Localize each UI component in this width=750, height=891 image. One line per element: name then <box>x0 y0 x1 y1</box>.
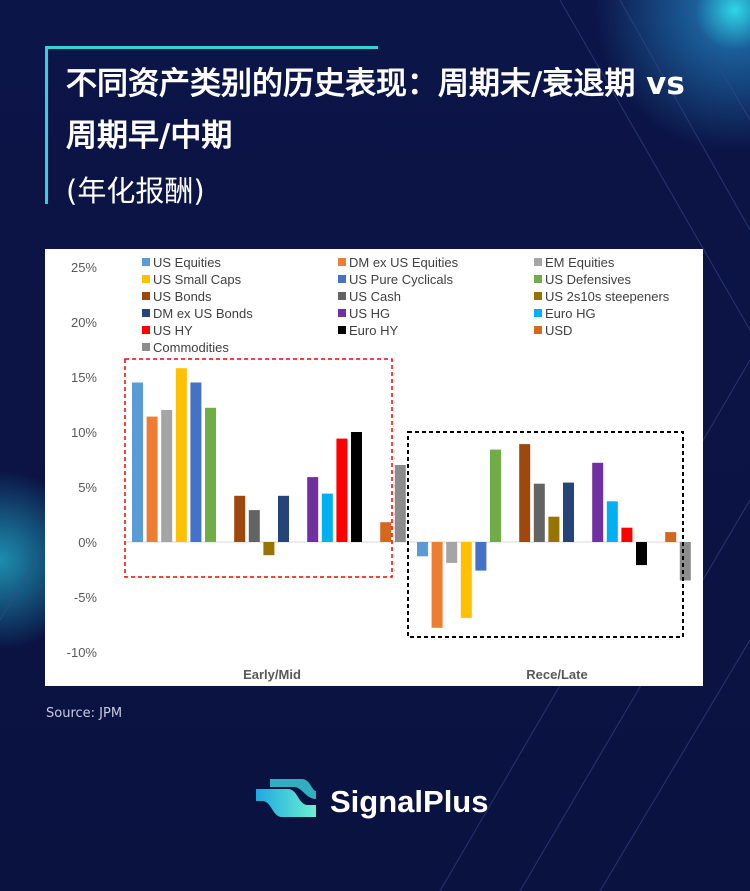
legend-label: US Bonds <box>153 289 212 304</box>
legend-label: US HY <box>153 323 193 338</box>
legend-swatch <box>534 258 542 266</box>
bar-us-defensives <box>205 407 216 542</box>
legend-swatch <box>142 258 150 266</box>
bar-us-defensives <box>490 449 501 542</box>
legend-swatch <box>534 292 542 300</box>
legend-swatch <box>142 292 150 300</box>
legend-swatch <box>142 326 150 334</box>
legend-swatch <box>338 309 346 317</box>
bar-dm-ex-us-equities <box>146 416 158 542</box>
bar-us-equities <box>132 382 143 542</box>
bar-us-cash <box>248 510 260 542</box>
legend-label: Euro HY <box>349 323 398 338</box>
bar-us-hg <box>307 477 319 542</box>
y-tick-label: -10% <box>67 645 98 660</box>
source-note: Source: JPM <box>46 706 123 721</box>
title-frame-top <box>45 46 378 49</box>
bar-chart: -10% -5% 0% 5% 10% 15% 20% 25% US Equities DM ex … <box>67 255 691 682</box>
signalplus-logo-icon <box>256 779 316 817</box>
bar-us-hy <box>336 438 348 542</box>
bar-euro-hg <box>321 493 333 542</box>
legend-label: Commodities <box>153 340 229 355</box>
y-tick-label: 15% <box>71 370 97 385</box>
bar-us-hy <box>621 527 633 542</box>
bar-us-2s10s-steepeners <box>263 542 275 556</box>
legend-swatch <box>338 292 346 300</box>
brand-name: SignalPlus <box>330 784 489 819</box>
bar-us-2s10s-steepeners <box>548 516 560 542</box>
bar-dm-ex-us-bonds <box>278 495 289 542</box>
legend-swatch <box>338 326 346 334</box>
legend-label: US HG <box>349 306 390 321</box>
bar-dm-ex-us-bonds <box>563 482 574 542</box>
legend-label: EM Equities <box>545 255 615 270</box>
page-title: 不同资产类别的历史表现：周期末/衰退期 vs 周期早/中期 <box>66 66 685 154</box>
bar-em-equities <box>446 542 458 563</box>
title-frame-left <box>45 46 48 204</box>
bar-euro-hg <box>606 501 618 542</box>
bar-us-equities <box>417 542 428 557</box>
legend-label: USD <box>545 323 572 338</box>
bar-usd <box>665 532 677 542</box>
legend-label: US Cash <box>349 289 401 304</box>
bar-us-bonds <box>519 444 531 542</box>
bar-us-small-caps <box>460 542 472 618</box>
bar-commodities <box>679 542 691 581</box>
legend-swatch <box>338 275 346 283</box>
y-tick-label: 0% <box>78 535 97 550</box>
bar-us-pure-cyclicals <box>190 382 202 542</box>
legend-label: US Pure Cyclicals <box>349 272 454 287</box>
bar-euro-hy <box>351 432 362 542</box>
x-category-label: Rece/Late <box>526 667 587 682</box>
page-subtitle: (年化报酬) <box>66 174 205 208</box>
bar-commodities <box>394 465 406 542</box>
bar-euro-hy <box>636 542 647 566</box>
bar-us-pure-cyclicals <box>475 542 487 571</box>
y-tick-label: 10% <box>71 425 97 440</box>
bar-dm-ex-us-equities <box>431 542 443 628</box>
bar-us-hg <box>592 462 604 542</box>
bar-em-equities <box>161 410 173 542</box>
legend-swatch <box>534 326 542 334</box>
chart-container: -10% -5% 0% 5% 10% 15% 20% 25% US Equities DM ex … <box>45 249 703 686</box>
legend-label: DM ex US Equities <box>349 255 459 270</box>
x-category-label: Early/Mid <box>243 667 301 682</box>
legend-label: US 2s10s steepeners <box>545 289 670 304</box>
y-tick-label: -5% <box>74 590 98 605</box>
legend-label: DM ex US Bonds <box>153 306 253 321</box>
bar-usd <box>380 522 392 542</box>
legend-swatch <box>142 343 150 351</box>
legend-swatch <box>338 258 346 266</box>
legend-label: Euro HG <box>545 306 596 321</box>
bar-us-small-caps <box>175 368 187 542</box>
legend-swatch <box>534 309 542 317</box>
rece-late-highlight-box <box>407 431 684 638</box>
legend-label: US Small Caps <box>153 272 242 287</box>
legend-label: US Defensives <box>545 272 631 287</box>
legend-label: US Equities <box>153 255 221 270</box>
y-tick-label: 5% <box>78 480 97 495</box>
y-tick-label: 20% <box>71 315 97 330</box>
legend-swatch <box>142 275 150 283</box>
bar-us-bonds <box>234 495 246 542</box>
early-mid-highlight-box <box>124 358 393 578</box>
legend-swatch <box>534 275 542 283</box>
signalplus-logo: SignalPlus <box>252 777 488 827</box>
y-tick-label: 25% <box>71 260 97 275</box>
bar-us-cash <box>533 483 545 542</box>
legend-swatch <box>142 309 150 317</box>
